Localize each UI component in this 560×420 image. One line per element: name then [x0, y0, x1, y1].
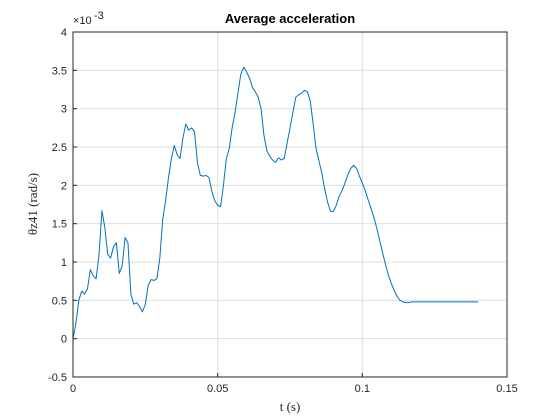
x-axis-ticks: 0 0.05 0.1 0.15	[70, 373, 518, 395]
y-tick-label: 4	[61, 27, 67, 39]
y-tick-label: 3.5	[52, 65, 67, 77]
y-tick-label: 1.5	[52, 219, 67, 231]
y-tick-label: -0.5	[48, 372, 67, 384]
y-tick-label: 0.5	[52, 295, 67, 307]
y-tick-label: 1	[61, 257, 67, 269]
x-tick-label: 0.05	[207, 383, 228, 395]
y-exponent-label: ×10 -3	[73, 10, 104, 27]
y-exponent-base: ×10	[73, 15, 92, 27]
y-axis-ticks: -0.5 0 0.5 1 1.5 2 2.5 3 3.5 4	[48, 27, 77, 384]
series-line	[72, 66, 479, 339]
x-axis-label: t (s)	[280, 399, 301, 414]
y-tick-label: 3	[61, 104, 67, 116]
y-exponent-power: -3	[94, 10, 104, 22]
x-tick-label: 0	[70, 383, 76, 395]
y-tick-label: 2	[61, 180, 67, 192]
plot-area	[73, 32, 507, 377]
series-layer	[72, 66, 479, 339]
y-tick-label: 2.5	[52, 142, 67, 154]
x-tick-label: 0.1	[355, 383, 370, 395]
axes-box	[72, 31, 508, 378]
chart-title: Average acceleration	[225, 11, 355, 26]
x-tick-label: 0.15	[496, 383, 517, 395]
y-tick-label: 0	[61, 334, 67, 346]
y-axis-label: θz41 (rad/s)	[25, 173, 40, 235]
